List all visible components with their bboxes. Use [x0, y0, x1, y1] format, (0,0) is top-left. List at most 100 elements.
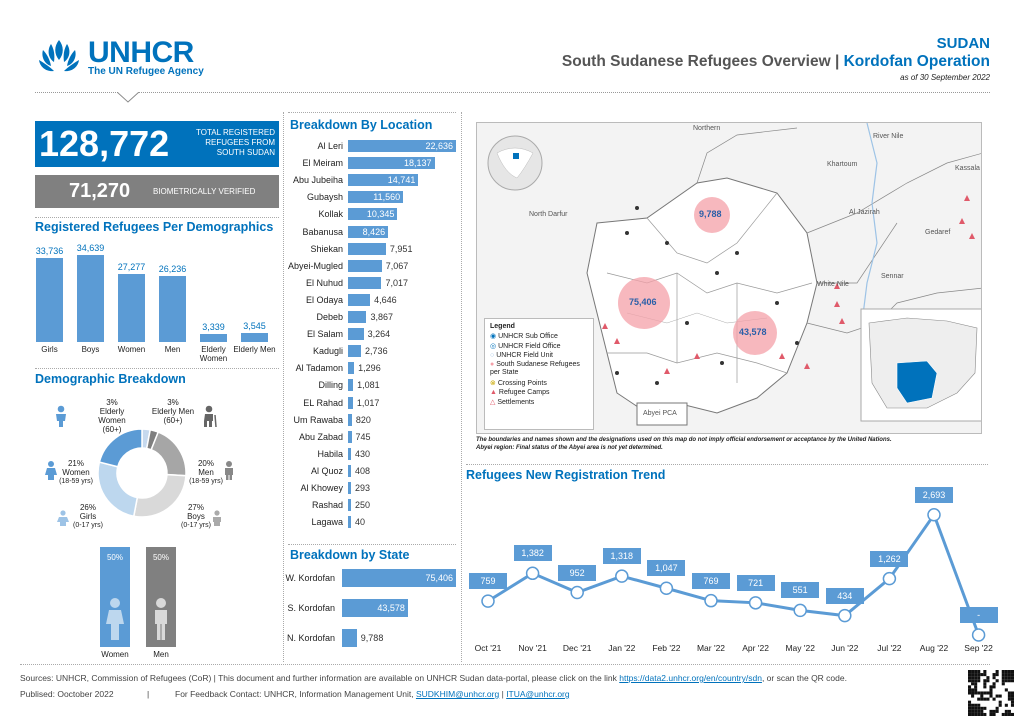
- trend-point: [570, 585, 584, 600]
- qr-module: [974, 670, 978, 674]
- trend-value-label: 1,047: [647, 560, 686, 577]
- qr-module: [989, 694, 993, 698]
- map-label-khartoum: Khartoum: [827, 161, 858, 168]
- qr-module: [971, 694, 975, 698]
- legend-item: ● South Sudanese Refugees per State: [490, 361, 588, 377]
- qr-module: [980, 694, 984, 698]
- qr-module: [1004, 673, 1008, 677]
- seg-sub: (18-59 yrs): [59, 478, 93, 485]
- seg-pct: 3%: [106, 398, 118, 407]
- qr-module: [971, 682, 975, 686]
- trend-point: [838, 608, 852, 623]
- map-label-north-darfur: North Darfur: [529, 211, 568, 218]
- qr-module: [989, 688, 993, 692]
- demo-bar-category: Men: [164, 345, 181, 354]
- women-share-pct: 50%: [106, 553, 123, 562]
- trend-value-label: 759: [469, 573, 507, 590]
- qr-module: [974, 706, 978, 710]
- email-link-itua[interactable]: ITUA@unhcr.org: [506, 689, 570, 699]
- qr-module: [974, 673, 978, 677]
- qr-module: [998, 694, 1002, 698]
- trend-point: [659, 581, 674, 596]
- state-bar: [342, 569, 456, 587]
- location-bar: [348, 413, 352, 426]
- elderly-man-icon: [204, 405, 217, 427]
- location-value: 18,137: [404, 158, 432, 169]
- qr-code-icon[interactable]: [968, 670, 1014, 716]
- demo-bar-category: Elderly Women: [199, 345, 228, 363]
- data-portal-link[interactable]: https://data2.unhcr.org/en/country/sdn: [619, 673, 762, 683]
- qr-module: [1010, 712, 1014, 716]
- location-bar: [348, 140, 456, 152]
- qr-module: [992, 682, 996, 686]
- qr-module: [995, 706, 999, 710]
- trend-point: [927, 508, 941, 522]
- trend-month-label: Mar '22: [696, 643, 726, 653]
- breakdown-title: Demographic Breakdown: [35, 372, 186, 386]
- qr-module: [989, 709, 993, 713]
- qr-module: [983, 670, 987, 674]
- map-disclaimer: The boundaries and names shown and the d…: [476, 437, 892, 443]
- location-name: Al Khowey: [300, 483, 343, 493]
- qr-module: [983, 712, 987, 716]
- qr-module: [968, 709, 972, 713]
- man-figure-icon: [155, 598, 167, 640]
- demo-bar: [36, 257, 63, 342]
- qr-module: [977, 676, 981, 680]
- trend-month-label: Nov '21: [518, 643, 547, 653]
- email-link-sudkhim[interactable]: SUDKHIM@unhcr.org: [415, 689, 500, 699]
- qr-module: [968, 712, 972, 716]
- trend-month-label: Oct '21: [474, 643, 502, 653]
- qr-module: [971, 673, 975, 677]
- location-name: Um Rawaba: [293, 414, 343, 425]
- location-bar: [348, 499, 351, 512]
- qr-module: [1001, 712, 1005, 716]
- qr-module: [1001, 673, 1005, 677]
- qr-module: [1001, 682, 1005, 686]
- biometric-value: 71,270: [69, 180, 131, 202]
- legend-item: ⊗ Crossing Points: [490, 379, 588, 387]
- qr-module: [986, 679, 990, 683]
- state-name: W. Kordofan: [285, 573, 335, 583]
- map-label-gedaref: Gedaref: [925, 229, 951, 236]
- men-share-pct: 50%: [152, 553, 169, 562]
- state-name: N. Kordofan: [286, 633, 335, 643]
- qr-module: [971, 688, 975, 692]
- women-share-bar: 50%: [100, 547, 130, 647]
- crossing-point-icon: ⊗: [490, 380, 496, 387]
- qr-module: [974, 703, 978, 707]
- donut-slice: [150, 431, 187, 477]
- qr-module: [977, 706, 981, 710]
- qr-module: [968, 688, 972, 692]
- demographics-chart: 33,736 Girls 34,639 Boys 27,277 Women 26,236 Me…: [35, 236, 279, 366]
- qr-module: [977, 712, 981, 716]
- seg-label-elderly-women: 3% Elderly Women (60+): [92, 398, 132, 434]
- state-value: 75,406: [425, 573, 453, 583]
- qr-module: [992, 673, 996, 677]
- location-value: 7,951: [389, 243, 413, 254]
- trend-value-label: 2,693: [915, 486, 953, 503]
- location-value: 1,017: [356, 397, 380, 408]
- location-bar: [348, 362, 355, 375]
- qr-module: [1007, 697, 1011, 701]
- demo-bar: [241, 333, 268, 342]
- footer-email-separator: |: [501, 689, 504, 699]
- qr-module: [1001, 679, 1005, 683]
- qr-module: [986, 697, 990, 701]
- location-value: 8,426: [362, 226, 386, 237]
- header-pointer-icon: [117, 92, 139, 103]
- footer-sources-text: Sources: UNHCR, Commission of Refugees (…: [20, 673, 617, 683]
- footer-sources: Sources: UNHCR, Commission of Refugees (…: [20, 673, 847, 683]
- donut-slice: [98, 428, 143, 468]
- qr-module: [971, 676, 975, 680]
- location-bar: [348, 396, 353, 409]
- location-name: Shiekan: [310, 243, 343, 254]
- qr-module: [995, 670, 999, 674]
- trend-value-label: 721: [736, 574, 775, 591]
- qr-module: [995, 673, 999, 677]
- trend-chart: [481, 508, 986, 642]
- men-share-label: Men: [153, 650, 169, 659]
- trend-point: [971, 628, 986, 642]
- demographic-donut: [97, 428, 187, 518]
- qr-module: [1004, 676, 1008, 680]
